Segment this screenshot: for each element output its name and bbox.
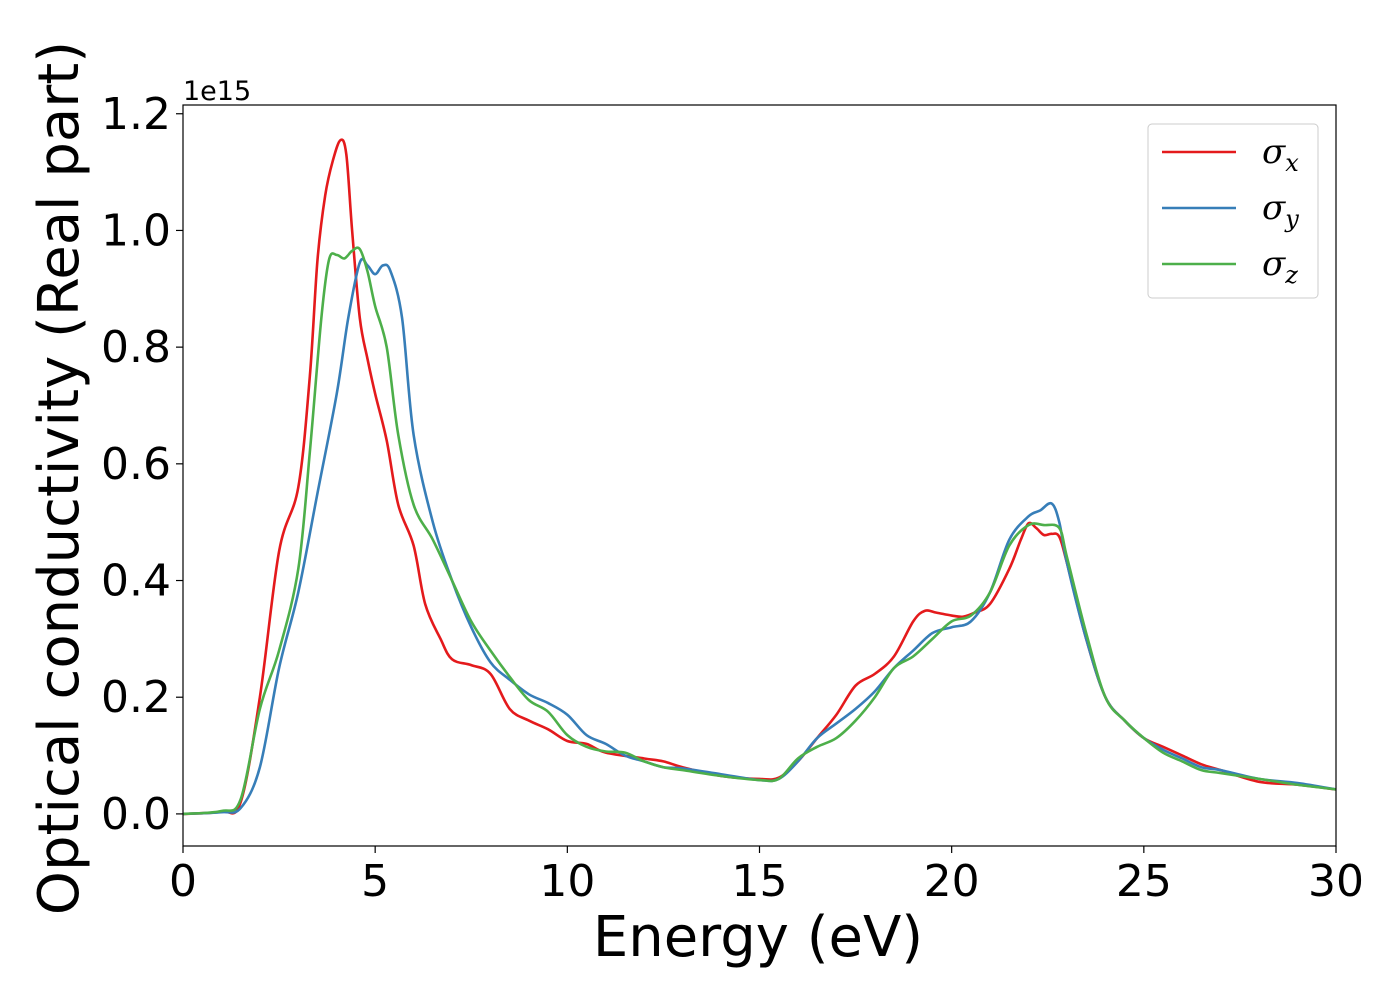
x-tick-label: 15 (732, 856, 788, 907)
legend-item-sigma-y: σy (1162, 188, 1299, 233)
x-tick-label: 5 (361, 856, 389, 907)
x-tick-label: 10 (539, 856, 595, 907)
y-tick-label: 0.2 (101, 672, 171, 723)
y-tick-label: 0.6 (101, 439, 171, 490)
legend: σx σy σz (1147, 123, 1319, 299)
legend-label: σy (1262, 188, 1299, 233)
legend-item-sigma-x: σx (1162, 132, 1299, 177)
x-tick-label: 20 (924, 856, 980, 907)
series-line-sigma-z (183, 246, 1336, 816)
axes: 0 5 10 15 20 25 30 0.0 0.2 0.4 0.6 0.8 1.0 1.2 (101, 89, 1364, 907)
series-group (183, 138, 1336, 816)
x-axis-title: Energy (eV) (593, 905, 923, 970)
legend-label: σz (1262, 244, 1298, 289)
y-tick-label: 0.0 (101, 789, 171, 840)
y-tick-label: 1.2 (101, 89, 171, 140)
plot-area (183, 138, 1336, 816)
x-tick-label: 0 (169, 856, 197, 907)
y-tick-label: 0.4 (101, 556, 171, 607)
legend-label: σx (1262, 132, 1299, 177)
legend-item-sigma-z: σz (1162, 244, 1298, 289)
y-axis-title: Optical conductivity (Real part) (27, 41, 92, 915)
x-tick-label: 25 (1116, 856, 1172, 907)
y-tick-label: 0.8 (101, 322, 171, 373)
series-line-sigma-y (183, 257, 1336, 816)
legend-box (1147, 123, 1319, 299)
y-axis-offset-label: 1e15 (183, 76, 251, 107)
y-tick-label: 1.0 (101, 205, 171, 256)
x-tick-label: 30 (1308, 856, 1364, 907)
